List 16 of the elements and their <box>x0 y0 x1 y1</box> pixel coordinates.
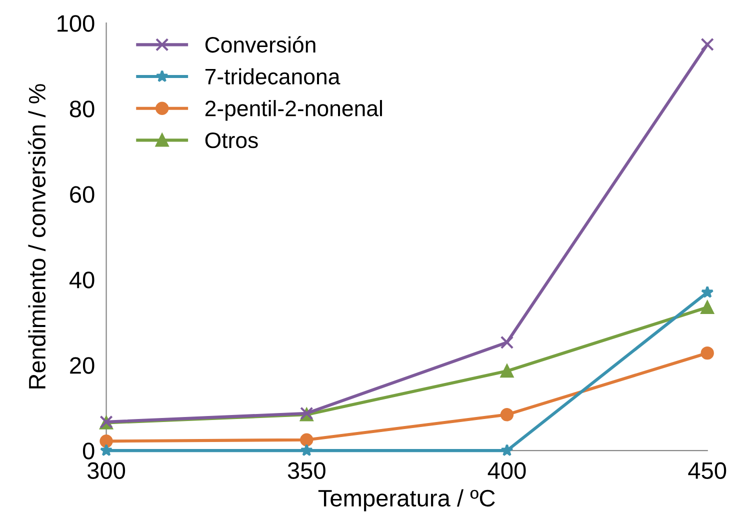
legend-label: Otros <box>205 132 258 148</box>
x-axis-title: Temperatura / ºC <box>318 489 495 512</box>
y-tick-label: 20 <box>70 357 94 374</box>
y-axis-title: Rendimiento / conversión / % <box>28 84 46 388</box>
y-tick-label: 40 <box>69 272 94 288</box>
y-tick-label: 80 <box>70 100 94 118</box>
x-tick-label: 350 <box>288 462 326 480</box>
legend-label: 2-pentil-2-nonenal <box>205 100 382 121</box>
legend-label: Conversión <box>205 36 316 53</box>
x-tick-label: 300 <box>87 462 126 480</box>
y-tick-label: 60 <box>70 186 94 203</box>
x-tick-label: 450 <box>688 462 726 480</box>
y-tick-label: 0 <box>82 442 94 460</box>
y-tick-label: 100 <box>58 15 94 32</box>
x-tick-label: 400 <box>488 462 526 480</box>
legend-label: 7-tridecanona <box>205 68 340 85</box>
